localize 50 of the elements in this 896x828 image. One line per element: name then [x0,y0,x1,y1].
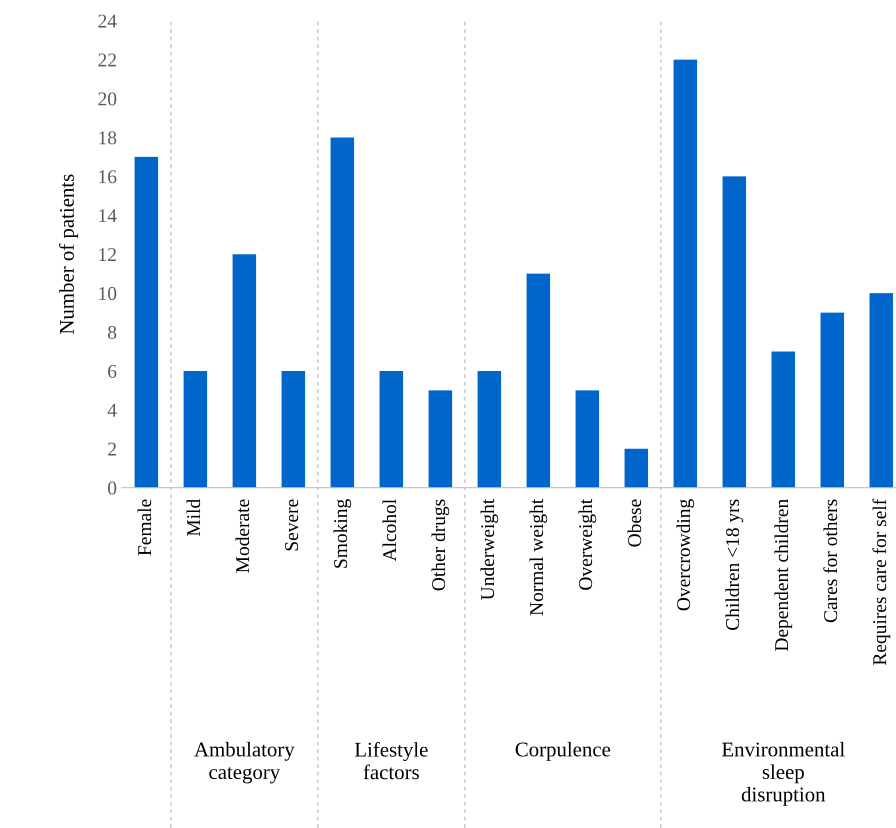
x-tick-label: Children <18 yrs [725,500,744,630]
bar [134,156,158,488]
bar [820,312,844,488]
x-tick-label: Alcohol [382,499,396,562]
y-tick-label: 24 [98,14,117,28]
y-tick-label: 20 [98,92,116,106]
x-tick-label: Other drugs [431,500,450,590]
y-tick-label: 4 [108,404,117,417]
x-tick-label: Cares for others [823,500,838,622]
bar [624,448,648,488]
x-tick-label: Smoking [333,499,352,568]
bar [526,274,550,488]
y-tick-label: 0 [108,482,116,495]
bar [380,370,404,488]
x-tick-label: Severe [285,499,298,550]
bar [478,370,502,488]
y-tick-label: 18 [99,131,116,144]
bar [870,293,894,488]
y-axis-title: Number of patients [59,174,78,334]
y-tick-label: 16 [99,170,116,184]
y-tick-label: 8 [108,326,116,339]
x-tick-label: Mild [186,499,200,536]
bar [428,390,452,488]
x-tick-label: Overweight [578,498,596,590]
x-tick-label: Female [138,499,152,556]
x-tick-label: Normal weight [529,498,548,616]
bar [330,137,354,488]
bar [722,176,746,488]
y-tick-label: 22 [98,53,116,66]
y-tick-label: 6 [108,364,116,378]
x-tick-label: Obese [628,499,642,547]
x-tick-label: Requires care for self [872,498,890,666]
text: Corpulence [516,742,610,761]
text: Ambulatory category [194,742,295,784]
text: Environmental sleep disruption [722,742,845,806]
y-tick-label: 10 [99,286,116,300]
x-tick-label: Dependent children [774,499,792,652]
y-tick-label: 12 [99,248,116,261]
bar [282,370,306,488]
bar [772,351,796,488]
bar [184,370,208,488]
y-tick-label: 2 [108,442,116,456]
bar [674,60,698,488]
bar [232,254,256,488]
text: Lifestyle factors [354,742,428,780]
x-tick-label: Moderate [236,499,250,573]
x-tick-label: Overcrowding [676,499,694,610]
y-tick-label: 14 [99,209,117,222]
bar [576,390,600,488]
x-tick-label: Underweight [480,498,498,600]
